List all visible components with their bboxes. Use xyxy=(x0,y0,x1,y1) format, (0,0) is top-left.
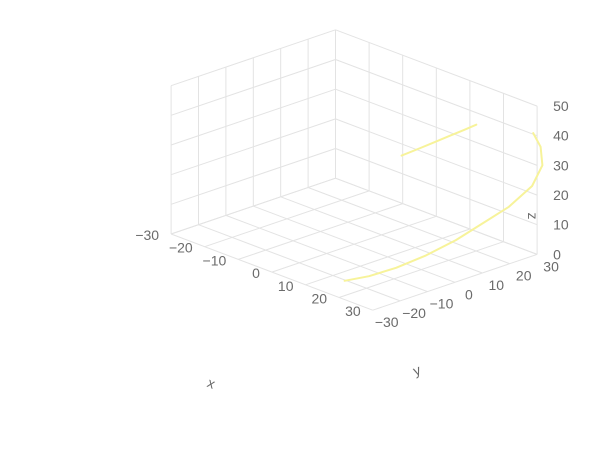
data-line xyxy=(343,132,544,282)
side-wall-gridline xyxy=(335,177,538,255)
y-tick-label: 20 xyxy=(516,268,532,284)
floor-gridline xyxy=(307,187,510,265)
side-wall-gridline xyxy=(335,118,538,196)
y-tick-label: −10 xyxy=(430,296,454,312)
y-tick-label: 30 xyxy=(543,258,559,274)
side-wall-gridline xyxy=(335,88,538,166)
side-wall-gridline xyxy=(335,148,538,226)
z-tick-label: 20 xyxy=(553,187,569,203)
x-tick-label: −30 xyxy=(135,227,159,243)
y-axis-title: y xyxy=(411,361,423,378)
floor-gridline xyxy=(253,205,456,283)
x-tick-label: 30 xyxy=(345,303,361,319)
y-tick-label: 0 xyxy=(465,286,473,302)
x-tick-label: 0 xyxy=(252,265,260,281)
y-tick-label: −30 xyxy=(375,314,399,330)
grid-layer xyxy=(170,29,538,311)
floor-gridline xyxy=(198,224,401,302)
back-wall-gridline xyxy=(170,88,336,146)
z-axis-title: z xyxy=(525,213,541,220)
x-tick-label: 20 xyxy=(312,291,328,307)
data-line xyxy=(400,123,478,157)
y-tick-label: −20 xyxy=(402,305,426,321)
side-wall-gridline xyxy=(335,29,538,107)
x-tick-label: 10 xyxy=(278,278,294,294)
z-tick-label: 30 xyxy=(553,157,569,173)
side-wall-gridline xyxy=(335,59,538,137)
z-tick-label: 40 xyxy=(553,128,569,144)
z-tick-label: 10 xyxy=(553,217,569,233)
line-layer xyxy=(343,123,544,282)
back-wall-gridline xyxy=(170,59,336,116)
back-wall-gridline xyxy=(170,29,336,87)
tick-label-layer: −30−20−100102030−30−20−10010203001020304… xyxy=(135,98,569,330)
floor-gridline xyxy=(280,196,483,274)
back-wall-gridline xyxy=(170,148,336,205)
y-tick-label: 10 xyxy=(489,277,505,293)
x-tick-label: −20 xyxy=(169,240,193,256)
back-wall-gridline xyxy=(170,118,336,176)
z-tick-label: 50 xyxy=(553,98,569,114)
z-tick-label: 0 xyxy=(553,246,561,262)
floor-gridline xyxy=(225,214,428,293)
back-wall-gridline xyxy=(170,177,336,235)
floor-gridline xyxy=(170,233,373,311)
x-tick-label: −10 xyxy=(203,252,227,268)
axis-title-layer: x y z xyxy=(205,213,541,392)
x-axis-title: x xyxy=(205,374,217,391)
